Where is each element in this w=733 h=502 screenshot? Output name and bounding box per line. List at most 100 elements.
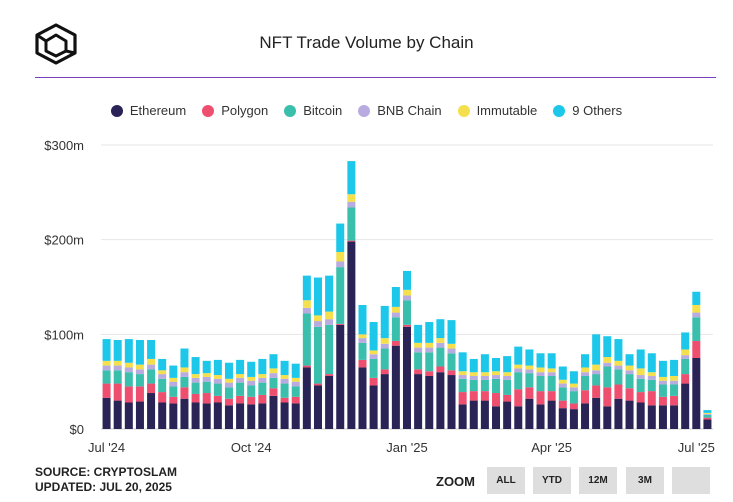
bar-segment [102,370,111,384]
bar-segment [414,374,423,429]
zoom-all-button[interactable]: ALL [487,467,525,494]
legend-item-immutable[interactable]: Immutable [457,103,537,118]
bar-segment [280,402,289,429]
bar-segment [358,338,367,343]
bar-segment [469,375,478,380]
bar-segment [336,261,345,268]
bar-segment [569,403,578,410]
updated-label: UPDATED: JUL 20, 2025 [35,480,172,494]
x-tick-label: Jul '25 [678,440,715,455]
bar-segment [458,404,467,429]
bar-segment [124,402,133,429]
bar-segment [681,355,690,359]
bar-segment [369,358,378,378]
legend-swatch-immutable [457,104,470,117]
legend-item-bitcoin[interactable]: Bitcoin [284,103,342,118]
bar-segment [692,358,701,429]
bar-segment [558,379,567,384]
bar-segment [692,291,701,305]
bar-segment [558,383,567,388]
bar-segment [302,300,311,308]
bar-segment [414,369,423,375]
bar-segment [581,354,590,368]
bar-segment [391,317,400,341]
bar-segment [402,326,411,429]
bar-segment [402,270,411,290]
bar-segment [458,392,467,405]
bar-segment [258,403,267,429]
bar-segment [180,387,189,399]
bar-segment [302,307,311,314]
bar-segment [703,412,712,414]
bar-segment [425,352,434,372]
bar-segment [536,367,545,373]
zoom-ytd-button[interactable]: YTD [533,467,571,494]
bar-segment [258,382,267,395]
bar-segment [169,377,178,382]
legend-swatch-bitcoin [284,104,297,117]
bar-segment [191,382,200,394]
bar-segment [670,380,679,385]
bar-segment [224,387,233,399]
bar-segment [369,377,378,386]
bar-segment [492,371,501,376]
bar-segment [480,391,489,401]
zoom-12m-button[interactable]: 12M [579,467,617,494]
bar-segment [236,395,245,404]
bar-segment [247,396,256,405]
bar-segment [291,377,300,382]
legend-item-ethereum[interactable]: Ethereum [110,103,187,118]
bar-segment [147,364,156,370]
bar-segment [180,348,189,368]
bar-segment [325,319,334,325]
bar-segment [258,358,267,375]
bar-segment [569,383,578,388]
bar-segment [480,375,489,380]
bar-segment [692,312,701,318]
source-note: SOURCE: CRYPTOSLAM UPDATED: JUL 20, 2025 [35,465,177,495]
bar-segment [603,366,612,388]
bar-segment [447,320,456,344]
bar-segment [614,384,623,399]
bar-segment [681,383,690,429]
bar-segment [636,368,645,376]
bar-segment [291,363,300,378]
bar-segment [258,377,267,383]
bar-segment [269,388,278,396]
bar-segment [625,365,634,371]
bar-segment [670,405,679,429]
legend-item-polygon[interactable]: Polygon [202,103,268,118]
bar-segment [703,410,712,413]
bar-segment [402,324,411,327]
legend-item-others[interactable]: 9 Others [553,103,622,118]
bar-segment [436,319,445,339]
bar-segment [147,383,156,394]
bar-segment [581,375,590,391]
bar-segment [269,395,278,429]
legend-item-bnb-chain[interactable]: BNB Chain [358,103,442,118]
bar-segment [247,404,256,429]
bar-segment [336,223,345,252]
bar-segment [614,365,623,370]
bar-segment [313,277,322,316]
zoom-custom-button[interactable] [672,467,710,494]
bar-segment [135,386,144,402]
bar-segment [202,360,211,374]
bar-segment [458,378,467,393]
bar-segment [614,369,623,385]
bar-segment [569,409,578,429]
bar-segment [414,342,423,348]
bar-segment [102,365,111,371]
bar-segment [625,400,634,429]
bar-segment [569,371,578,384]
bar-segment [636,392,645,403]
bar-segment [480,400,489,429]
bar-segment [213,378,222,384]
zoom-3m-button[interactable]: 3M [626,467,664,494]
bar-segment [135,369,144,375]
y-tick-label: $300m [44,138,84,153]
legend-label-ethereum: Ethereum [129,103,187,118]
legend-swatch-bnb-chain [358,104,371,117]
bar-segment [369,385,378,429]
bar-segment [180,398,189,429]
